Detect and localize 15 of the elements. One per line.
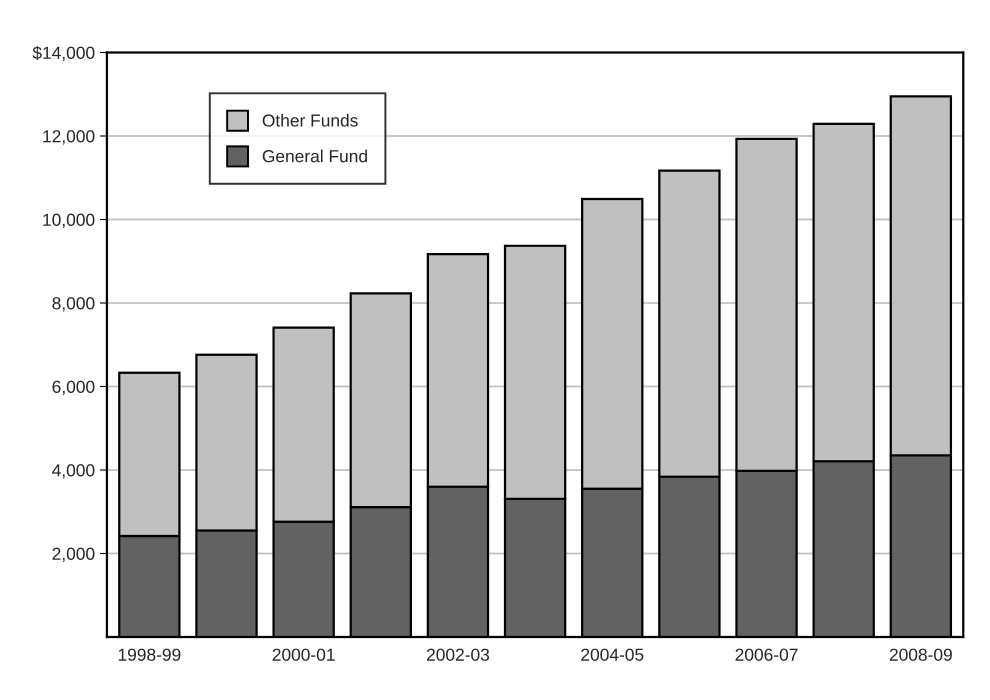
legend-label: Other Funds: [262, 114, 358, 127]
y-tick-label: 2,000: [52, 548, 94, 562]
y-tick-label: 12,000: [43, 130, 94, 145]
legend-label: General Fund: [262, 150, 367, 162]
y-tick-label: $14,000: [32, 46, 94, 62]
x-tick-label: 1998-99: [118, 648, 180, 661]
x-tick-label: 2006-07: [736, 648, 798, 661]
x-tick-label: 2002-03: [426, 648, 490, 661]
x-tick-label: 2008-09: [890, 648, 952, 661]
x-tick-label: 2004-05: [581, 648, 644, 661]
y-tick-label: 10,000: [43, 214, 94, 228]
y-tick-label: 8,000: [52, 297, 94, 312]
y-tick-label: 6,000: [52, 380, 94, 396]
x-tick-label: 2000-01: [272, 648, 335, 661]
y-tick-label: 4,000: [52, 464, 94, 479]
